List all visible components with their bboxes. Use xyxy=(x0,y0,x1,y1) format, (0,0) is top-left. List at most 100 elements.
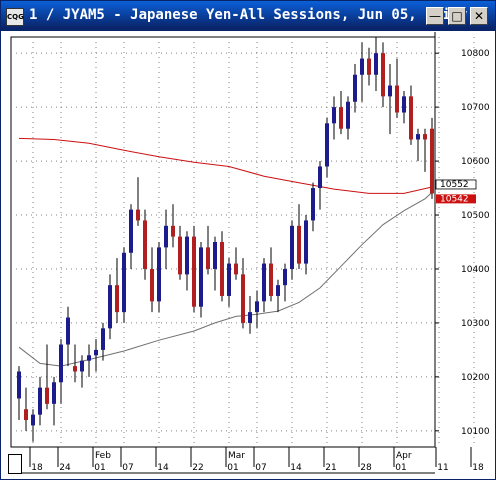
candle-body xyxy=(136,209,140,221)
maximize-button[interactable]: □ xyxy=(448,7,466,25)
candle-body xyxy=(45,387,49,404)
candle-body xyxy=(241,274,245,323)
y-tick-label: 10400 xyxy=(461,265,490,275)
x-tick-label: 22 xyxy=(192,463,203,473)
x-tick-label: 07 xyxy=(255,463,266,473)
candle-body xyxy=(66,317,70,345)
ma-price-box xyxy=(436,194,476,204)
x-tick-label: 14 xyxy=(290,463,302,473)
month-label: Feb xyxy=(95,451,111,461)
ma-price-label: 10542 xyxy=(440,194,469,204)
chart-area[interactable]: 10100 10200 10300 10400 10500 10600 10700 10800… xyxy=(5,32,493,476)
month-label: Mar xyxy=(228,451,245,461)
candle-body xyxy=(297,225,301,264)
y-tick-label: 10700 xyxy=(461,103,490,113)
last-price-label: 10552 xyxy=(440,180,469,190)
candle-body xyxy=(101,328,105,350)
candle-body xyxy=(318,166,322,189)
short-moving-average-line xyxy=(18,192,433,367)
close-button[interactable]: ✕ xyxy=(470,7,488,25)
candle-body xyxy=(374,53,378,75)
candle-body xyxy=(423,134,427,140)
candle-body xyxy=(234,263,238,275)
minimize-icon: — xyxy=(429,9,441,23)
candle-body xyxy=(262,263,266,302)
candle-body xyxy=(171,225,175,237)
price-chart[interactable]: 10100 10200 10300 10400 10500 10600 10700 10800… xyxy=(5,32,493,476)
candle-body xyxy=(115,285,119,313)
scroll-corner-box[interactable] xyxy=(8,454,22,474)
month-label: Apr xyxy=(396,451,412,461)
last-price-box xyxy=(435,179,477,190)
y-tick-label: 10500 xyxy=(461,211,490,221)
candle-body xyxy=(290,225,294,269)
candle-body xyxy=(220,242,224,296)
x-tick-label: 01 xyxy=(227,463,238,473)
candle-body xyxy=(402,96,406,113)
candle-body xyxy=(122,252,126,313)
y-tick-label: 10800 xyxy=(461,49,490,59)
candle-body xyxy=(360,58,364,75)
x-tick-label: 18 xyxy=(472,463,484,473)
candle-body xyxy=(185,236,189,275)
candle-body xyxy=(80,360,84,372)
candle-body xyxy=(24,409,28,421)
x-tick-label: 01 xyxy=(94,463,105,473)
candle-body xyxy=(17,371,21,399)
candle-body xyxy=(353,74,357,102)
candle-body xyxy=(416,134,420,140)
candle-body xyxy=(150,268,154,302)
candle-body xyxy=(199,247,203,307)
candle-body xyxy=(164,225,168,248)
candle-body xyxy=(304,220,308,264)
candle-body xyxy=(38,387,42,415)
candle-body xyxy=(283,268,287,286)
close-icon: ✕ xyxy=(473,9,485,23)
candle-body xyxy=(31,414,35,426)
candle-body xyxy=(395,85,399,113)
candle-body xyxy=(325,123,329,167)
candle-body xyxy=(206,247,210,269)
x-tick-label: 18 xyxy=(31,463,43,473)
candle-body xyxy=(367,58,371,75)
x-tick-label: 21 xyxy=(325,463,336,473)
candle-body xyxy=(276,285,280,296)
candle-body xyxy=(192,236,196,307)
x-tick-label: 24 xyxy=(59,463,71,473)
candle-body xyxy=(94,349,98,356)
x-tick-label: 07 xyxy=(122,463,133,473)
candle-body xyxy=(409,96,413,140)
y-tick-label: 10100 xyxy=(461,427,490,437)
minimize-button[interactable]: — xyxy=(426,7,444,25)
x-tick-label: 11 xyxy=(437,463,448,473)
candle-body xyxy=(346,101,350,129)
x-tick-label: 01 xyxy=(395,463,406,473)
candle-body xyxy=(52,382,56,404)
maximize-icon: □ xyxy=(451,9,463,23)
long-moving-average-line xyxy=(18,137,433,194)
candle-body xyxy=(430,128,434,194)
candle-body xyxy=(269,263,273,296)
title-bar[interactable]: CQG 1 / JYAM5 - Japanese Yen-All Session… xyxy=(1,1,495,31)
y-tick-label: 10300 xyxy=(461,319,490,329)
candle-body xyxy=(227,263,231,296)
candle-body xyxy=(59,344,63,383)
cqg-logo-icon[interactable]: CQG xyxy=(6,8,24,26)
y-tick-label: 10200 xyxy=(461,373,490,383)
candle-body xyxy=(339,107,343,129)
candle-body xyxy=(178,236,182,275)
candle-body xyxy=(248,312,252,323)
candle-body xyxy=(388,85,392,97)
candle-body xyxy=(311,188,315,221)
candle-body xyxy=(213,242,217,269)
candle-body xyxy=(143,220,147,269)
candle-body xyxy=(87,355,91,361)
window-title: 1 / JYAM5 - Japanese Yen-All Sessions, J… xyxy=(29,7,468,23)
y-tick-label: 10600 xyxy=(461,157,490,167)
x-tick-label: 14 xyxy=(157,463,169,473)
candle-body xyxy=(129,209,133,253)
x-tick-label: 28 xyxy=(360,463,372,473)
candle-body xyxy=(157,247,161,302)
candle-body xyxy=(73,366,77,372)
candle-body xyxy=(381,53,385,97)
